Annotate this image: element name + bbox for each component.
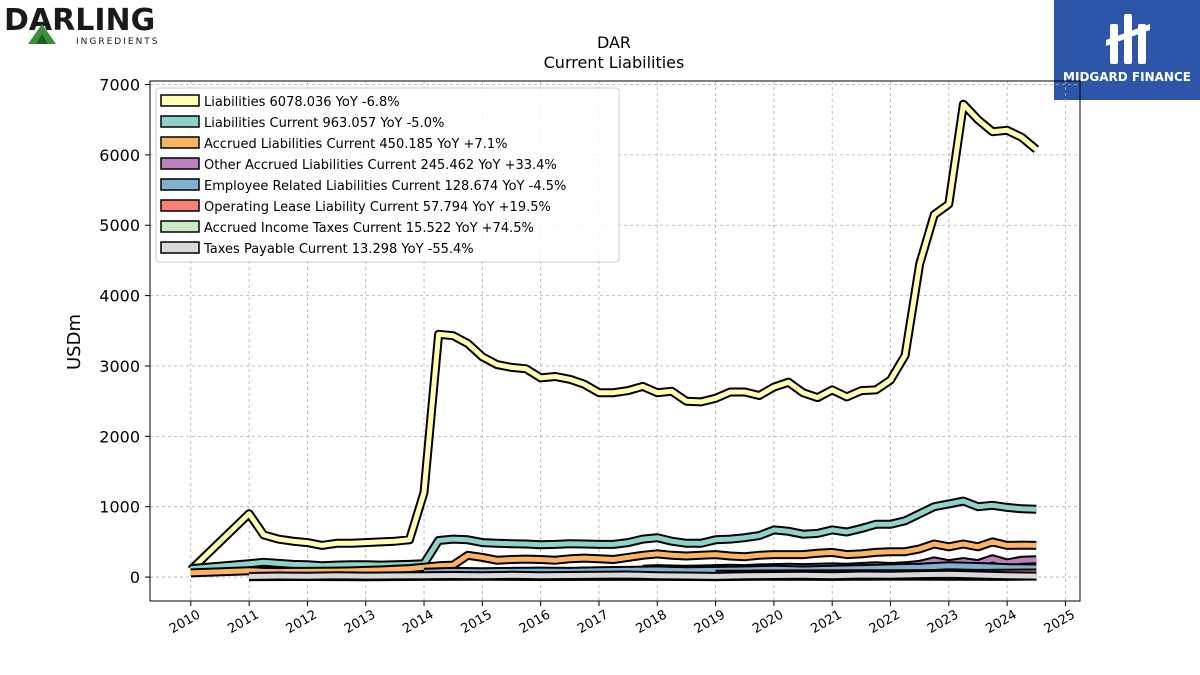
legend-swatch <box>160 220 200 233</box>
legend: Liabilities 6078.036 YoY -6.8% Liabilitie… <box>155 87 620 263</box>
legend-entry: Employee Related Liabilities Current 128… <box>204 179 566 194</box>
y-tick-label: 6000 <box>99 146 140 165</box>
x-tick-label: 2013 <box>342 607 378 637</box>
series-line <box>189 101 1038 572</box>
midgard-finance-logo: MIDGARD FINANCE <box>1054 0 1200 100</box>
legend-entry: Other Accrued Liabilities Current 245.46… <box>204 158 557 173</box>
x-tick-label: 2020 <box>750 607 786 637</box>
legend-box <box>155 87 620 263</box>
legend-swatch <box>160 115 200 128</box>
x-tick-label: 2015 <box>459 607 495 637</box>
x-tick-label: 2024 <box>983 607 1019 637</box>
legend-entry: Liabilities 6078.036 YoY -6.8% <box>204 95 400 110</box>
series-line <box>249 571 1037 579</box>
y-tick-label: 3000 <box>99 357 140 376</box>
y-tick-label: 4000 <box>99 287 140 306</box>
axis-ticks: 0 1000 2000 3000 4000 5000 6000 7000 2010 2011 201… <box>99 76 1078 637</box>
x-tick-label: 2012 <box>284 607 320 637</box>
x-tick-label: 2018 <box>634 607 670 637</box>
x-tick-label: 2010 <box>167 607 203 637</box>
legend-swatch <box>160 157 200 170</box>
plot-frame <box>149 80 1081 602</box>
y-tick-label: 2000 <box>99 427 140 446</box>
x-tick-label: 2016 <box>517 607 553 637</box>
darling-logo-sub: INGREDIENTS <box>76 37 160 47</box>
x-tick-label: 2021 <box>808 607 844 637</box>
legend-swatch <box>160 178 200 191</box>
x-tick-label: 2017 <box>575 607 611 637</box>
legend-swatch <box>160 199 200 212</box>
x-tick-label: 2011 <box>225 607 261 637</box>
chart-title: DAR <box>597 33 631 52</box>
y-tick-label: 1000 <box>99 498 140 517</box>
legend-swatch <box>160 94 200 107</box>
y-axis-label: USDm <box>64 314 85 370</box>
darling-logo-name: DARLING <box>4 3 155 38</box>
y-tick-label: 5000 <box>99 216 140 235</box>
x-tick-label: 2022 <box>867 607 903 637</box>
legend-entry: Taxes Payable Current 13.298 YoY -55.4% <box>203 242 474 257</box>
series-layer <box>187 99 1040 582</box>
chart-subtitle: Current Liabilities <box>544 53 685 72</box>
legend-entry: Operating Lease Liability Current 57.794… <box>204 200 551 215</box>
legend-entry: Liabilities Current 963.057 YoY -5.0% <box>204 116 444 131</box>
x-tick-label: 2023 <box>925 607 961 637</box>
legend-swatch <box>160 136 200 149</box>
series-line <box>190 498 1037 572</box>
series-line <box>190 539 1037 576</box>
midgard-logo-name: MIDGARD FINANCE <box>1063 70 1191 84</box>
legend-entry: Accrued Income Taxes Current 15.522 YoY … <box>204 221 534 236</box>
x-tick-label: 2014 <box>400 607 436 637</box>
legend-swatch <box>160 241 200 254</box>
legend-entry: Accrued Liabilities Current 450.185 YoY … <box>204 137 507 152</box>
y-tick-label: 0 <box>130 568 140 587</box>
darling-logo: DARLING INGREDIENTS <box>4 3 160 47</box>
x-tick-label: 2025 <box>1042 607 1078 637</box>
midgard-logo-mark-icon <box>1106 14 1150 64</box>
x-tick-label: 2019 <box>692 607 728 637</box>
y-tick-label: 7000 <box>99 76 140 95</box>
